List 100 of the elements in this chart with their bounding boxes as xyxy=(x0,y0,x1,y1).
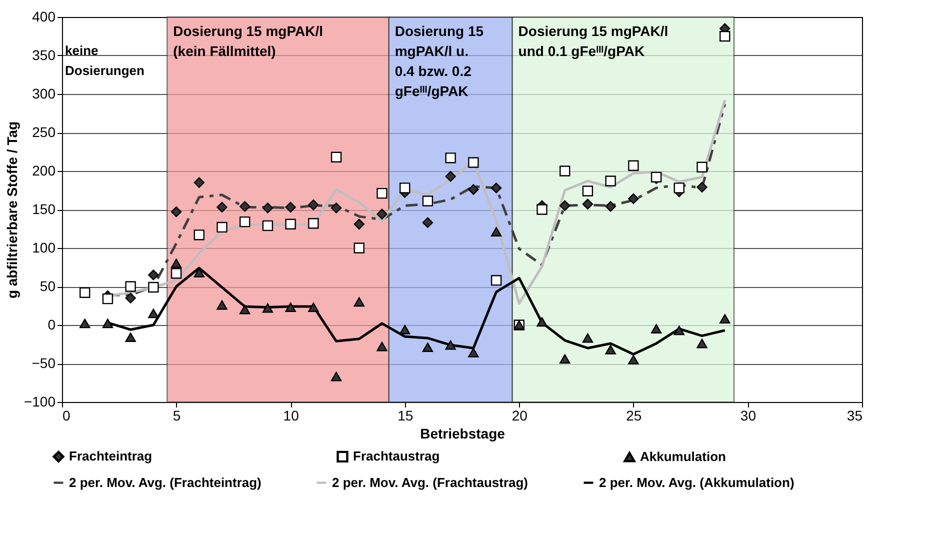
point xyxy=(468,348,479,358)
point xyxy=(400,324,410,334)
point xyxy=(170,268,182,279)
point xyxy=(330,202,342,214)
y-tick-label: 50 xyxy=(40,278,56,294)
point xyxy=(262,303,274,313)
legend-label: 2 per. Mov. Avg. (Frachteintrag) xyxy=(69,474,262,490)
point xyxy=(468,184,479,195)
point xyxy=(376,208,388,220)
point xyxy=(308,302,319,312)
y-tick-label: 400 xyxy=(32,8,56,24)
y-tick-label: 250 xyxy=(32,124,56,140)
point xyxy=(308,218,319,229)
point xyxy=(216,222,228,233)
band-label: Dosierung 15 mgPAK/l u. 0.4 bzw. 0.2 gFeᴵᴵᴵ/gPAK xyxy=(394,23,484,99)
point xyxy=(216,202,228,213)
point xyxy=(445,340,456,350)
point xyxy=(216,300,228,310)
point xyxy=(422,196,434,206)
point xyxy=(605,201,616,212)
x-axis-title: Betriebstage xyxy=(420,426,506,442)
point xyxy=(354,297,364,307)
point xyxy=(262,202,274,214)
x-tick-label: 35 xyxy=(846,408,863,424)
y-tick-label: −100 xyxy=(24,394,56,410)
x-tick-label: 20 xyxy=(512,408,528,424)
point xyxy=(308,200,319,210)
point xyxy=(285,218,296,230)
y-axis-title: g abfiltrierbare Stoffe / Tag xyxy=(4,121,20,299)
point xyxy=(240,216,250,228)
point xyxy=(696,162,708,172)
point xyxy=(445,171,456,182)
y-tick-label: 200 xyxy=(32,162,56,178)
point xyxy=(285,202,296,213)
point xyxy=(720,30,730,42)
point xyxy=(285,302,296,312)
point xyxy=(148,308,159,318)
point xyxy=(650,324,662,334)
point xyxy=(262,220,274,232)
point xyxy=(148,282,159,293)
point xyxy=(194,230,204,240)
x-tick-label: 0 xyxy=(62,408,70,424)
point xyxy=(674,182,684,194)
point xyxy=(490,274,502,286)
point xyxy=(80,318,90,328)
y-tick-label: 100 xyxy=(32,240,56,256)
point xyxy=(582,333,594,343)
legend-label: Akkumulation xyxy=(640,448,726,464)
legend-label: Frachteintrag xyxy=(69,448,152,464)
point xyxy=(605,344,616,354)
point xyxy=(422,342,434,352)
annotation: keine Dosierungen xyxy=(65,43,145,78)
point xyxy=(170,206,182,218)
x-tick-label: 25 xyxy=(626,408,642,424)
legend-label: Frachtaustrag xyxy=(353,448,440,464)
point xyxy=(628,354,639,364)
y-tick-label: 150 xyxy=(32,201,56,217)
point xyxy=(628,193,639,204)
point xyxy=(354,218,364,230)
y-tick-label: 350 xyxy=(32,47,56,63)
point xyxy=(490,182,502,194)
point xyxy=(536,204,548,215)
point xyxy=(720,314,730,324)
point xyxy=(628,160,639,171)
x-tick-label: 10 xyxy=(283,408,300,424)
point xyxy=(170,258,182,268)
point xyxy=(560,354,570,364)
point xyxy=(240,304,250,314)
point xyxy=(536,317,548,327)
legend-label: 2 per. Mov. Avg. (Frachtaustrag) xyxy=(332,474,528,490)
point xyxy=(194,177,204,188)
x-tick-label: 30 xyxy=(740,408,756,424)
point xyxy=(445,152,456,164)
point xyxy=(125,292,136,304)
point xyxy=(674,326,684,336)
x-tick-label: 15 xyxy=(398,408,414,424)
point xyxy=(468,157,479,168)
point xyxy=(582,186,594,196)
y-tick-label: 0 xyxy=(48,316,56,332)
point xyxy=(582,198,594,210)
point xyxy=(330,372,342,382)
point xyxy=(605,176,616,186)
point xyxy=(102,293,114,304)
point xyxy=(560,166,570,176)
point xyxy=(354,242,364,254)
point xyxy=(125,332,136,342)
y-tick-label: −50 xyxy=(32,355,56,371)
point xyxy=(240,201,250,212)
x-tick-label: 5 xyxy=(172,408,181,424)
point xyxy=(376,188,388,199)
point xyxy=(490,227,502,237)
y-tick-label: 300 xyxy=(32,86,56,102)
point xyxy=(696,338,708,348)
point xyxy=(560,200,570,211)
point xyxy=(400,182,410,194)
band-label: Dosierung 15 mgPAK/l (kein Fällmittel) xyxy=(173,23,324,59)
point xyxy=(422,217,434,228)
point xyxy=(330,152,342,162)
legend-label: 2 per. Mov. Avg. (Akkumulation) xyxy=(599,474,794,490)
point xyxy=(376,342,388,352)
